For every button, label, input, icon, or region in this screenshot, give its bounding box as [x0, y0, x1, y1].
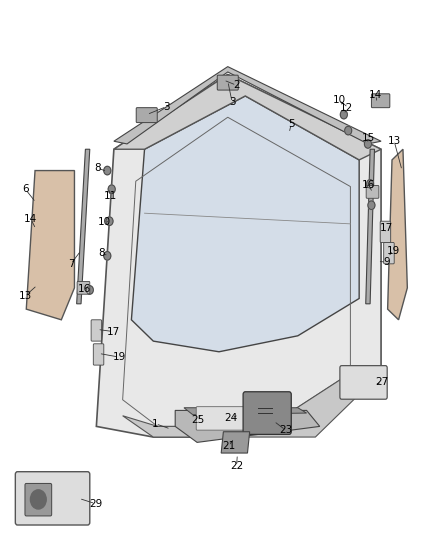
Text: 15: 15	[362, 133, 375, 142]
Polygon shape	[388, 149, 407, 320]
Circle shape	[106, 217, 113, 225]
Text: 11: 11	[104, 191, 117, 201]
Text: 14: 14	[24, 214, 37, 223]
Text: 10: 10	[333, 95, 346, 105]
Text: 5: 5	[288, 119, 295, 128]
Text: 24: 24	[225, 414, 238, 423]
FancyBboxPatch shape	[217, 75, 238, 90]
FancyBboxPatch shape	[25, 483, 52, 516]
Polygon shape	[175, 410, 320, 442]
Text: 14: 14	[369, 90, 382, 100]
Circle shape	[108, 185, 115, 193]
Text: 9: 9	[383, 257, 390, 267]
FancyBboxPatch shape	[340, 366, 387, 399]
Text: 3: 3	[229, 98, 236, 107]
Text: 1: 1	[152, 419, 159, 429]
Text: 3: 3	[163, 102, 170, 111]
FancyBboxPatch shape	[366, 185, 379, 198]
Text: 12: 12	[340, 103, 353, 113]
Circle shape	[86, 286, 93, 294]
Text: 8: 8	[99, 248, 106, 258]
Circle shape	[367, 180, 374, 188]
FancyBboxPatch shape	[91, 320, 102, 341]
Text: 6: 6	[22, 184, 29, 194]
Circle shape	[345, 126, 352, 135]
Text: 25: 25	[191, 415, 205, 425]
Text: 27: 27	[375, 377, 389, 387]
FancyBboxPatch shape	[93, 344, 104, 365]
FancyBboxPatch shape	[77, 281, 90, 294]
Circle shape	[30, 490, 46, 509]
FancyBboxPatch shape	[380, 221, 391, 243]
FancyBboxPatch shape	[136, 108, 157, 123]
Circle shape	[368, 201, 375, 209]
Polygon shape	[184, 408, 307, 415]
Polygon shape	[77, 149, 90, 304]
FancyBboxPatch shape	[384, 243, 394, 264]
Text: 19: 19	[387, 246, 400, 255]
Circle shape	[104, 252, 111, 260]
FancyBboxPatch shape	[196, 407, 251, 430]
FancyBboxPatch shape	[243, 392, 291, 434]
Circle shape	[364, 140, 371, 148]
Polygon shape	[131, 96, 359, 352]
Text: 21: 21	[222, 441, 235, 451]
Text: 17: 17	[106, 327, 120, 336]
Text: 8: 8	[94, 163, 101, 173]
Text: 16: 16	[78, 284, 91, 294]
Text: 22: 22	[230, 462, 243, 471]
Circle shape	[340, 110, 347, 119]
Text: 7: 7	[67, 259, 74, 269]
FancyBboxPatch shape	[371, 94, 390, 108]
Polygon shape	[96, 75, 381, 437]
Text: 19: 19	[113, 352, 126, 362]
Polygon shape	[221, 432, 250, 453]
FancyBboxPatch shape	[15, 472, 90, 525]
Text: 13: 13	[388, 136, 401, 146]
Text: 2: 2	[233, 80, 240, 90]
Text: 16: 16	[362, 181, 375, 190]
Polygon shape	[114, 75, 381, 160]
Text: 17: 17	[380, 223, 393, 233]
Text: 23: 23	[279, 425, 292, 435]
Text: 29: 29	[89, 499, 102, 508]
Text: 10: 10	[98, 217, 111, 227]
Polygon shape	[366, 149, 374, 304]
Polygon shape	[26, 171, 74, 320]
Text: 13: 13	[19, 291, 32, 301]
Polygon shape	[123, 373, 381, 437]
Circle shape	[104, 166, 111, 175]
Polygon shape	[114, 67, 381, 144]
